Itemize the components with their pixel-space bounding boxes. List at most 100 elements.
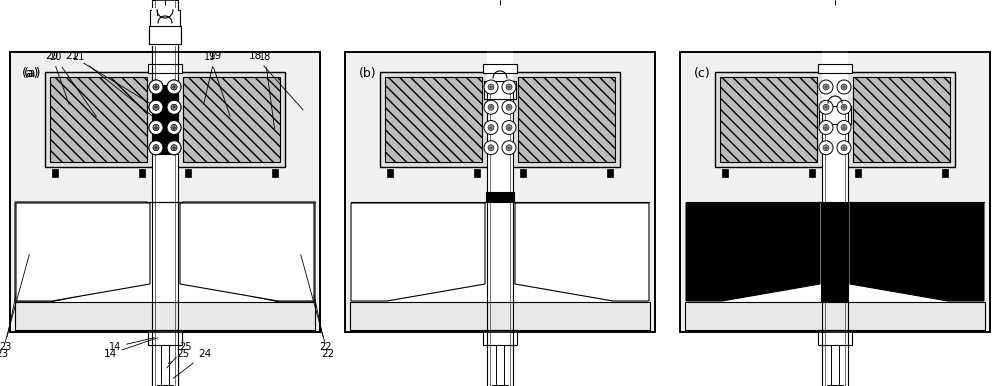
Circle shape	[167, 141, 181, 155]
Text: 14: 14	[103, 338, 157, 359]
Text: 19: 19	[204, 51, 222, 104]
Circle shape	[502, 80, 516, 94]
Bar	[10, 52, 320, 332]
Bar	[680, 52, 990, 332]
Bar	[520, 169, 526, 177]
Bar	[152, 8, 178, 386]
Bar	[45, 72, 285, 167]
Bar	[10, 52, 320, 332]
Text: (c): (c)	[694, 68, 711, 81]
Circle shape	[167, 100, 181, 114]
Polygon shape	[686, 203, 820, 301]
Bar	[484, 81, 516, 99]
Circle shape	[167, 100, 181, 114]
Circle shape	[171, 84, 177, 90]
Circle shape	[819, 141, 833, 155]
Circle shape	[167, 80, 181, 94]
Bar	[942, 169, 948, 177]
Circle shape	[149, 141, 163, 155]
Circle shape	[506, 125, 512, 130]
Circle shape	[153, 125, 159, 130]
Bar	[385, 77, 482, 162]
Circle shape	[167, 120, 181, 134]
Circle shape	[819, 100, 833, 114]
Circle shape	[502, 141, 516, 155]
Polygon shape	[351, 203, 485, 301]
Bar	[518, 77, 615, 162]
Bar	[685, 202, 985, 330]
Text: 25: 25	[168, 349, 190, 364]
Circle shape	[506, 84, 512, 90]
Bar	[822, 8, 848, 386]
Text: (a): (a)	[24, 68, 42, 81]
Polygon shape	[515, 203, 649, 301]
Bar	[821, 202, 849, 302]
Bar	[45, 72, 285, 167]
Bar	[15, 302, 315, 330]
Polygon shape	[183, 202, 315, 302]
Text: 23: 23	[0, 255, 24, 352]
Text: (b): (b)	[359, 68, 377, 81]
Circle shape	[841, 84, 847, 90]
Circle shape	[837, 141, 851, 155]
Text: 20: 20	[49, 52, 96, 117]
Bar	[15, 302, 315, 330]
Bar	[148, 64, 182, 73]
Circle shape	[506, 145, 512, 151]
Circle shape	[171, 145, 177, 151]
Circle shape	[484, 100, 498, 114]
Bar	[685, 302, 985, 330]
Bar	[148, 60, 182, 72]
Circle shape	[488, 104, 494, 110]
Circle shape	[171, 84, 177, 90]
Circle shape	[153, 145, 159, 151]
Bar	[715, 72, 955, 167]
Circle shape	[823, 125, 829, 130]
Circle shape	[153, 84, 159, 90]
Bar	[50, 77, 147, 162]
Circle shape	[171, 104, 177, 110]
Circle shape	[171, 145, 177, 151]
Polygon shape	[15, 202, 147, 302]
Text: 22: 22	[301, 255, 335, 359]
Bar	[350, 202, 650, 330]
Bar	[52, 169, 58, 177]
Bar	[345, 52, 655, 332]
Circle shape	[841, 125, 847, 130]
Bar	[155, 0, 175, 386]
Bar	[139, 169, 145, 177]
Text: 24: 24	[173, 349, 212, 378]
Bar	[483, 330, 517, 345]
Bar	[818, 330, 852, 345]
Circle shape	[819, 120, 833, 134]
Polygon shape	[850, 203, 984, 301]
Circle shape	[149, 100, 163, 114]
Text: 18: 18	[248, 51, 303, 110]
Circle shape	[171, 125, 177, 130]
Bar	[50, 77, 147, 162]
Circle shape	[484, 80, 498, 94]
Bar	[153, 82, 177, 157]
Bar	[809, 169, 815, 177]
Bar	[483, 64, 517, 73]
Bar	[380, 72, 620, 167]
Text: 21: 21	[65, 51, 154, 105]
Bar	[722, 169, 728, 177]
Text: 22: 22	[306, 255, 331, 352]
Bar	[185, 169, 191, 177]
Bar	[183, 77, 280, 162]
Bar	[853, 77, 950, 162]
Circle shape	[823, 84, 829, 90]
Circle shape	[502, 120, 516, 134]
Circle shape	[488, 125, 494, 130]
Circle shape	[171, 104, 177, 110]
Bar	[185, 169, 191, 177]
Circle shape	[488, 145, 494, 151]
Text: 25: 25	[167, 342, 191, 368]
Text: 21: 21	[72, 52, 154, 117]
Bar	[387, 169, 393, 177]
Bar	[680, 52, 990, 332]
Circle shape	[823, 104, 829, 110]
Bar	[272, 169, 278, 177]
Bar	[819, 106, 851, 124]
